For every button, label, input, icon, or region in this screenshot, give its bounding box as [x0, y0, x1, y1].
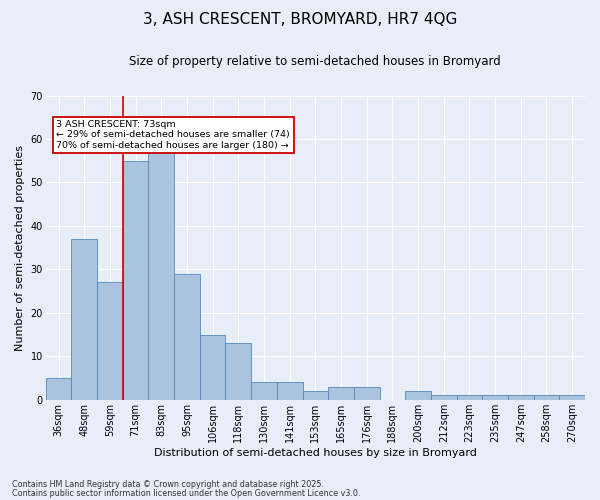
- Text: 3, ASH CRESCENT, BROMYARD, HR7 4QG: 3, ASH CRESCENT, BROMYARD, HR7 4QG: [143, 12, 457, 28]
- Bar: [148, 152, 174, 400]
- Bar: [251, 382, 277, 400]
- Bar: [46, 378, 71, 400]
- Y-axis label: Number of semi-detached properties: Number of semi-detached properties: [15, 144, 25, 350]
- Text: 3 ASH CRESCENT: 73sqm
← 29% of semi-detached houses are smaller (74)
70% of semi: 3 ASH CRESCENT: 73sqm ← 29% of semi-deta…: [56, 120, 290, 150]
- Bar: [559, 396, 585, 400]
- Title: Size of property relative to semi-detached houses in Bromyard: Size of property relative to semi-detach…: [130, 55, 501, 68]
- Bar: [302, 391, 328, 400]
- Bar: [71, 239, 97, 400]
- Bar: [123, 160, 148, 400]
- Bar: [482, 396, 508, 400]
- Bar: [431, 396, 457, 400]
- Text: Contains HM Land Registry data © Crown copyright and database right 2025.: Contains HM Land Registry data © Crown c…: [12, 480, 324, 489]
- Bar: [200, 334, 226, 400]
- Bar: [508, 396, 533, 400]
- Bar: [97, 282, 123, 400]
- Bar: [226, 344, 251, 400]
- Bar: [174, 274, 200, 400]
- Text: Contains public sector information licensed under the Open Government Licence v3: Contains public sector information licen…: [12, 488, 361, 498]
- Bar: [354, 387, 380, 400]
- X-axis label: Distribution of semi-detached houses by size in Bromyard: Distribution of semi-detached houses by …: [154, 448, 477, 458]
- Bar: [405, 391, 431, 400]
- Bar: [328, 387, 354, 400]
- Bar: [457, 396, 482, 400]
- Bar: [533, 396, 559, 400]
- Bar: [277, 382, 302, 400]
